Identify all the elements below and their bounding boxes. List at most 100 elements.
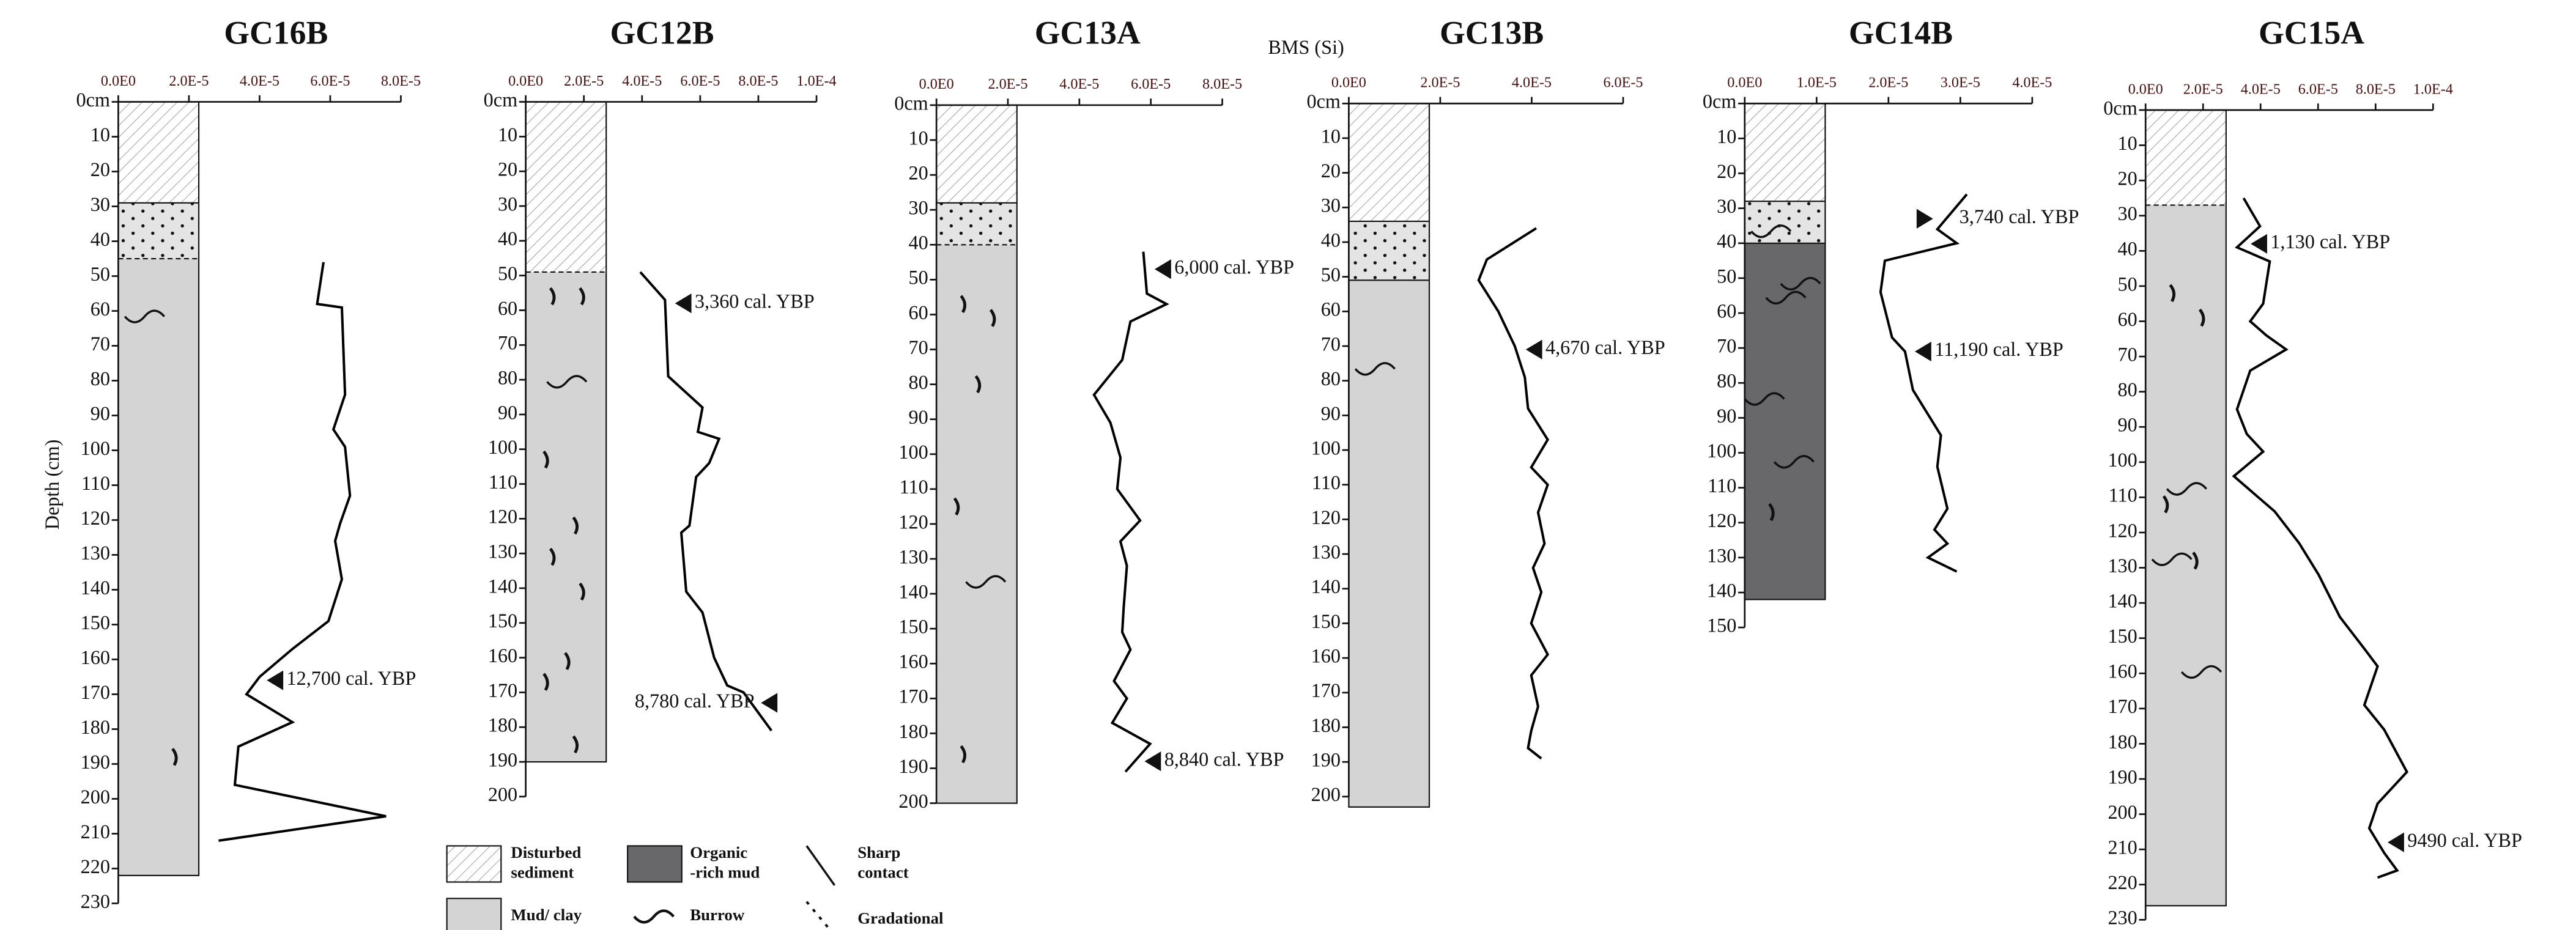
y-tick-label: 190 xyxy=(488,748,517,770)
date-label: 8,840 cal. YBP xyxy=(1164,748,1284,770)
legend-label: contact xyxy=(857,863,909,881)
lithology-unit xyxy=(1349,221,1429,280)
y-tick-label: 10 xyxy=(498,124,517,146)
y-tick-label: 140 xyxy=(2108,589,2137,611)
date-label: 3,740 cal. YBP xyxy=(1960,205,2079,227)
panel-title: GC15A xyxy=(2259,14,2364,51)
x-tick-label: 1.0E-4 xyxy=(2413,81,2453,97)
legend-label: Organic xyxy=(690,843,747,862)
y-tick-label: 20 xyxy=(498,158,517,180)
y-tick-label: 130 xyxy=(1311,541,1341,563)
date-marker xyxy=(1915,342,1931,361)
y-tick-label: 50 xyxy=(498,262,517,284)
y-tick-label: 30 xyxy=(498,193,517,215)
y-tick-label: 60 xyxy=(91,298,110,320)
y-tick-label: 30 xyxy=(908,197,928,219)
bms-profile xyxy=(1881,194,1967,572)
lithology-unit xyxy=(2145,110,2226,205)
date-marker xyxy=(1526,340,1542,360)
x-tick-label: 4.0E-5 xyxy=(622,73,662,89)
y-tick-label: 130 xyxy=(488,541,517,563)
y-tick-label: 200 xyxy=(81,786,110,808)
y-tick-label: 10 xyxy=(2118,132,2137,154)
y-tick-label: 160 xyxy=(2108,660,2137,682)
x-tick-label: 8.0E-5 xyxy=(1202,76,1242,92)
y-tick-label: 120 xyxy=(1311,506,1341,528)
y-tick-label: 20 xyxy=(908,162,928,184)
y-tick-label: 160 xyxy=(898,651,928,673)
lithology-unit xyxy=(526,102,607,272)
x-tick-label: 6.0E-5 xyxy=(680,73,720,89)
legend-label: Gradational xyxy=(857,909,943,927)
x-tick-label: 0.0E0 xyxy=(1331,75,1366,91)
y-tick-label: 200 xyxy=(488,783,517,805)
y-tick-label: 120 xyxy=(81,507,110,529)
x-tick-label: 4.0E-5 xyxy=(1512,75,1552,91)
lithology-unit xyxy=(1745,103,1826,201)
legend-label: Burrow xyxy=(690,906,745,924)
y-tick-label: 130 xyxy=(2108,555,2137,577)
y-tick-label: 230 xyxy=(81,890,110,912)
y-tick-label: 50 xyxy=(91,263,110,285)
y-tick-label: 110 xyxy=(900,476,928,498)
x-tick-label: 4.0E-5 xyxy=(2012,75,2052,91)
y-tick-label: 20 xyxy=(1321,160,1341,182)
x-tick-label: 8.0E-5 xyxy=(381,73,421,89)
x-tick-label: 2.0E-5 xyxy=(1420,75,1460,91)
y-tick-label: 140 xyxy=(898,580,928,602)
y-tick-label: 110 xyxy=(81,472,110,494)
y-tick-label: 40 xyxy=(91,228,110,250)
y-tick-label: 70 xyxy=(2118,343,2137,365)
x-tick-label: 3.0E-5 xyxy=(1941,75,1980,91)
y-tick-label: 40 xyxy=(498,227,517,249)
y-tick-label: 30 xyxy=(2118,202,2137,224)
lithology-unit xyxy=(936,203,1017,245)
date-label: 4,670 cal. YBP xyxy=(1545,336,1665,358)
y-tick-label: 90 xyxy=(1321,402,1341,424)
x-tick-label: 1.0E-5 xyxy=(1797,75,1837,91)
y-tick-label: 150 xyxy=(1311,610,1341,632)
x-tick-label: 6.0E-5 xyxy=(1131,76,1171,92)
bms-profile xyxy=(1094,252,1167,772)
y-tick-label: 30 xyxy=(1717,195,1736,217)
date-label: 11,190 cal. YBP xyxy=(1934,338,2063,360)
legend-swatch xyxy=(627,846,682,882)
y-tick-label: 100 xyxy=(2108,449,2137,471)
x-tick-label: 4.0E-5 xyxy=(240,73,279,89)
y-tick-label: 50 xyxy=(2118,273,2137,295)
date-marker xyxy=(675,293,692,313)
y-tick-label: 230 xyxy=(2108,907,2137,929)
x-tick-label: 2.0E-5 xyxy=(1868,75,1908,91)
lithology-unit xyxy=(936,245,1017,803)
y-tick-label: 80 xyxy=(91,367,110,389)
y-tick-label: 100 xyxy=(488,436,517,458)
y-tick-label: 100 xyxy=(81,437,110,459)
y-tick-label: 90 xyxy=(908,406,928,428)
y-tick-label: 0cm xyxy=(894,92,928,114)
legend-sharp xyxy=(807,846,835,885)
date-marker xyxy=(2251,234,2267,254)
y-tick-label: 150 xyxy=(488,610,517,632)
y-tick-label: 40 xyxy=(2118,238,2137,260)
bms-profile xyxy=(1479,228,1548,758)
y-tick-label: 90 xyxy=(498,401,517,423)
x-tick-label: 2.0E-5 xyxy=(2183,81,2223,97)
x-tick-label: 0.0E0 xyxy=(1727,75,1762,91)
y-tick-label: 120 xyxy=(2108,519,2137,541)
y-tick-label: 70 xyxy=(1717,335,1736,357)
y-tick-label: 70 xyxy=(1321,333,1341,355)
legend-label: Mud/ clay xyxy=(511,906,582,924)
figure: BMS (Si) Depth (cm) GC16B0.0E02.0E-54.0E… xyxy=(0,0,2576,930)
y-tick-label: 0cm xyxy=(484,89,517,111)
date-label: 9490 cal. YBP xyxy=(2407,829,2522,851)
y-tick-label: 20 xyxy=(1717,160,1736,182)
lithology-unit xyxy=(936,105,1017,203)
y-tick-label: 40 xyxy=(1321,229,1341,251)
y-tick-label: 140 xyxy=(1707,579,1736,601)
x-tick-label: 2.0E-5 xyxy=(169,73,209,89)
y-tick-label: 50 xyxy=(908,267,928,289)
lithology-unit xyxy=(1745,243,1826,600)
y-tick-label: 0cm xyxy=(2103,97,2137,119)
y-tick-label: 30 xyxy=(1321,194,1341,216)
y-tick-label: 60 xyxy=(2118,308,2137,330)
